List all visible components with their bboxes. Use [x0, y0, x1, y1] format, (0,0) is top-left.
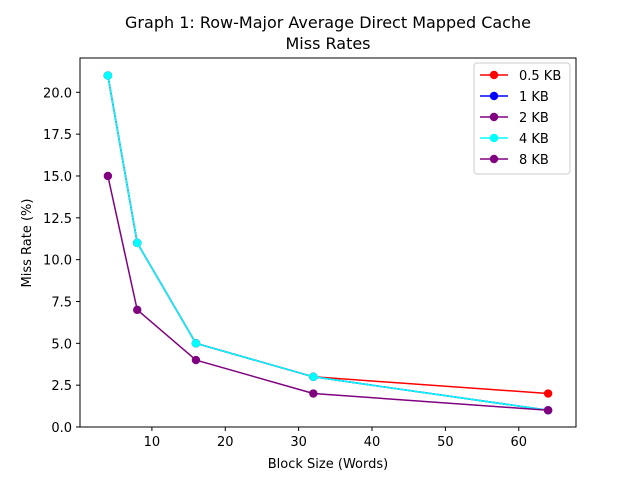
legend-item: 0.5 KB	[480, 69, 561, 84]
legend-item: 8 KB	[480, 153, 549, 168]
y-axis-ticks: 0.0 2.5 5.0 7.5 10.0 12.5 15.0 17.5 20.0	[43, 86, 80, 436]
legend-label: 1 KB	[519, 90, 549, 105]
y-tick-label: 17.5	[43, 128, 72, 143]
legend-item: 1 KB	[480, 90, 549, 105]
data-point	[103, 171, 113, 181]
data-point	[133, 305, 142, 315]
x-tick-label: 30	[290, 435, 307, 450]
legend-marker	[489, 154, 499, 164]
chart-title: Graph 1: Row-Major Average Direct Mapped…	[125, 13, 531, 32]
x-axis-ticks: 10 20 30 40 50 60	[144, 427, 527, 450]
x-tick-label: 40	[364, 435, 381, 450]
y-tick-label: 5.0	[51, 337, 72, 352]
y-tick-label: 2.5	[51, 379, 72, 394]
x-tick-label: 10	[144, 435, 161, 450]
data-point	[191, 339, 201, 348]
plot-frame	[79, 57, 577, 428]
chart-subtitle: Miss Rates	[285, 34, 370, 53]
y-tick-label: 20.0	[43, 86, 72, 101]
y-axis-label: Miss Rate (%)	[20, 199, 35, 288]
legend-label: 2 KB	[519, 111, 549, 126]
legend-marker	[489, 112, 499, 122]
series-layer	[103, 71, 553, 415]
legend-item: 2 KB	[480, 111, 549, 126]
data-point	[543, 406, 553, 415]
legend-box	[473, 62, 571, 175]
x-tick-label: 20	[217, 435, 234, 450]
legend-marker	[489, 70, 499, 80]
legend: 0.5 KB 1 KB 2 KB 4 KB 8 KB	[473, 62, 571, 175]
x-tick-label: 60	[510, 435, 527, 450]
y-tick-label: 12.5	[43, 212, 72, 227]
x-tick-label: 50	[437, 435, 454, 450]
legend-label: 4 KB	[519, 132, 549, 147]
data-point	[191, 355, 201, 365]
data-point	[309, 389, 318, 398]
legend-label: 0.5 KB	[519, 69, 561, 84]
data-point	[543, 389, 553, 398]
plot-area	[79, 57, 577, 428]
legend-label: 8 KB	[519, 153, 549, 168]
x-axis-label: Block Size (Words)	[268, 457, 388, 472]
y-tick-label: 7.5	[51, 295, 72, 310]
legend-item: 4 KB	[480, 132, 549, 147]
y-tick-label: 10.0	[43, 254, 72, 269]
legend-marker	[489, 133, 499, 143]
y-tick-label: 15.0	[43, 170, 72, 185]
series-5	[103, 171, 553, 415]
y-tick-label: 0.0	[51, 421, 72, 436]
data-point	[103, 71, 113, 80]
legend-marker	[489, 91, 499, 101]
data-point	[309, 372, 318, 381]
data-point	[133, 238, 142, 248]
